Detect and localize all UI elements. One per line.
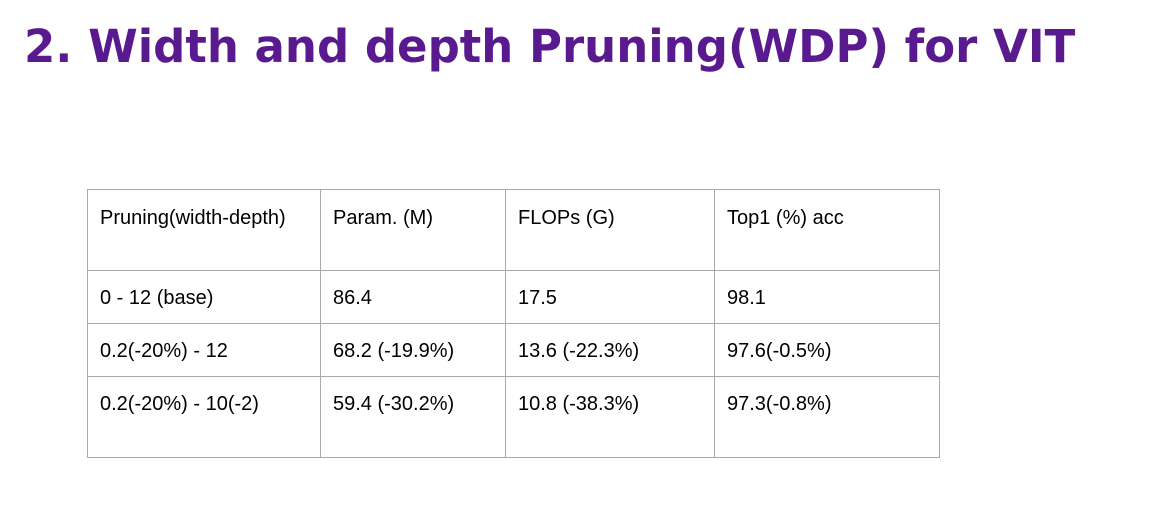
- cell-top1-acc: 97.3(-0.8%): [714, 376, 940, 458]
- cell-params: 59.4 (-30.2%): [320, 376, 506, 458]
- slide-title: 2. Width and depth Pruning(WDP) for VIT: [24, 20, 1076, 73]
- cell-flops: 10.8 (-38.3%): [505, 376, 715, 458]
- cell-flops: 17.5: [505, 270, 715, 324]
- cell-params: 86.4: [320, 270, 506, 324]
- header-top1-acc: Top1 (%) acc: [714, 189, 940, 271]
- table-header-row: Pruning(width-depth) Param. (M) FLOPs (G…: [87, 189, 940, 271]
- cell-pruning: 0.2(-20%) - 10(-2): [87, 376, 321, 458]
- cell-top1-acc: 97.6(-0.5%): [714, 323, 940, 377]
- cell-top1-acc: 98.1: [714, 270, 940, 324]
- cell-params: 68.2 (-19.9%): [320, 323, 506, 377]
- results-table: Pruning(width-depth) Param. (M) FLOPs (G…: [87, 189, 940, 458]
- table-row: 0.2(-20%) - 12 68.2 (-19.9%) 13.6 (-22.3…: [87, 323, 940, 377]
- cell-pruning: 0.2(-20%) - 12: [87, 323, 321, 377]
- cell-pruning: 0 - 12 (base): [87, 270, 321, 324]
- table-row: 0.2(-20%) - 10(-2) 59.4 (-30.2%) 10.8 (-…: [87, 376, 940, 458]
- header-params: Param. (M): [320, 189, 506, 271]
- table-row: 0 - 12 (base) 86.4 17.5 98.1: [87, 270, 940, 324]
- header-pruning: Pruning(width-depth): [87, 189, 321, 271]
- cell-flops: 13.6 (-22.3%): [505, 323, 715, 377]
- header-flops: FLOPs (G): [505, 189, 715, 271]
